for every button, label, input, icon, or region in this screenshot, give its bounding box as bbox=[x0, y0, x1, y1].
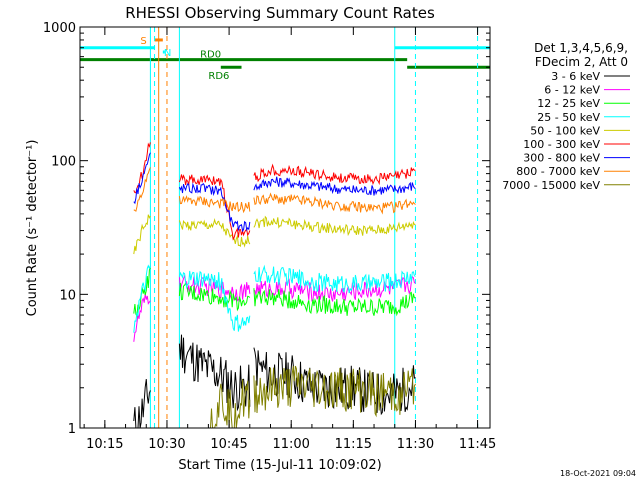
legend-entry-label: 100 - 300 keV bbox=[523, 138, 600, 151]
y-axis-label: Count Rate (s⁻¹ detector⁻¹) bbox=[25, 140, 40, 317]
legend-entry-label: 12 - 25 keV bbox=[537, 97, 600, 110]
plot-frame bbox=[79, 26, 491, 429]
legend-entry-label: 50 - 100 keV bbox=[530, 124, 600, 137]
series-line bbox=[133, 273, 416, 342]
legend-header-line-1: Det 1,3,4,5,6,9, bbox=[534, 41, 628, 55]
series-line bbox=[133, 334, 416, 429]
series-line bbox=[133, 264, 416, 333]
x-tick-label: 10:15 bbox=[86, 437, 123, 452]
series-line bbox=[133, 152, 416, 233]
flag-label: RD6 bbox=[208, 71, 229, 82]
flag-label: RD0 bbox=[200, 50, 221, 61]
flag-bars: S N RD0 RD6 bbox=[80, 36, 490, 82]
legend-entry-label: 25 - 50 keV bbox=[537, 111, 600, 124]
chart-title: RHESSI Observing Summary Count Rates bbox=[125, 4, 435, 22]
x-axis-label: Start Time (15-Jul-11 10:09:02) bbox=[178, 458, 381, 473]
flag-label: N bbox=[164, 48, 171, 59]
y-tick-label: 100 bbox=[51, 155, 76, 170]
y-tick-label: 1 bbox=[68, 422, 76, 437]
series-line bbox=[133, 214, 416, 255]
legend-header-line-2: FDecim 2, Att 0 bbox=[535, 55, 628, 69]
x-tick-label: 10:30 bbox=[148, 437, 185, 452]
y-tick-label: 1000 bbox=[43, 21, 76, 36]
legend: Det 1,3,4,5,6,9, FDecim 2, Att 0 3 - 6 k… bbox=[502, 41, 630, 192]
x-axis: 10:15 10:30 10:45 11:00 11:15 11:30 11:45 bbox=[83, 27, 496, 452]
x-tick-label: 11:15 bbox=[335, 437, 372, 452]
legend-entry-label: 3 - 6 keV bbox=[551, 70, 600, 83]
footer-date: 18-Oct-2021 09:04 bbox=[560, 469, 636, 478]
x-tick-label: 11:00 bbox=[272, 437, 309, 452]
flag-label: S bbox=[140, 36, 146, 47]
x-tick-label: 10:45 bbox=[210, 437, 247, 452]
x-tick-label: 11:30 bbox=[397, 437, 434, 452]
legend-entry-label: 300 - 800 keV bbox=[523, 152, 600, 165]
y-tick-label: 10 bbox=[59, 288, 76, 303]
data-series bbox=[133, 142, 416, 429]
legend-entry-label: 7000 - 15000 keV bbox=[502, 179, 600, 192]
series-line bbox=[133, 167, 416, 215]
legend-entry-label: 6 - 12 keV bbox=[544, 84, 600, 97]
legend-entry-label: 800 - 7000 keV bbox=[516, 165, 600, 178]
y-axis: 1 10 100 1000 bbox=[43, 21, 490, 437]
x-tick-label: 11:45 bbox=[459, 437, 496, 452]
series-line bbox=[133, 267, 416, 319]
